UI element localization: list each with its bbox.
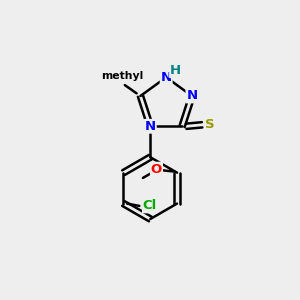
Text: N: N xyxy=(160,71,172,84)
Text: O: O xyxy=(151,163,162,176)
Text: H: H xyxy=(170,64,181,77)
Text: N: N xyxy=(186,89,197,103)
Text: Cl: Cl xyxy=(143,200,157,212)
Text: methyl: methyl xyxy=(101,71,143,81)
Text: N: N xyxy=(145,120,156,133)
Text: S: S xyxy=(205,118,214,131)
